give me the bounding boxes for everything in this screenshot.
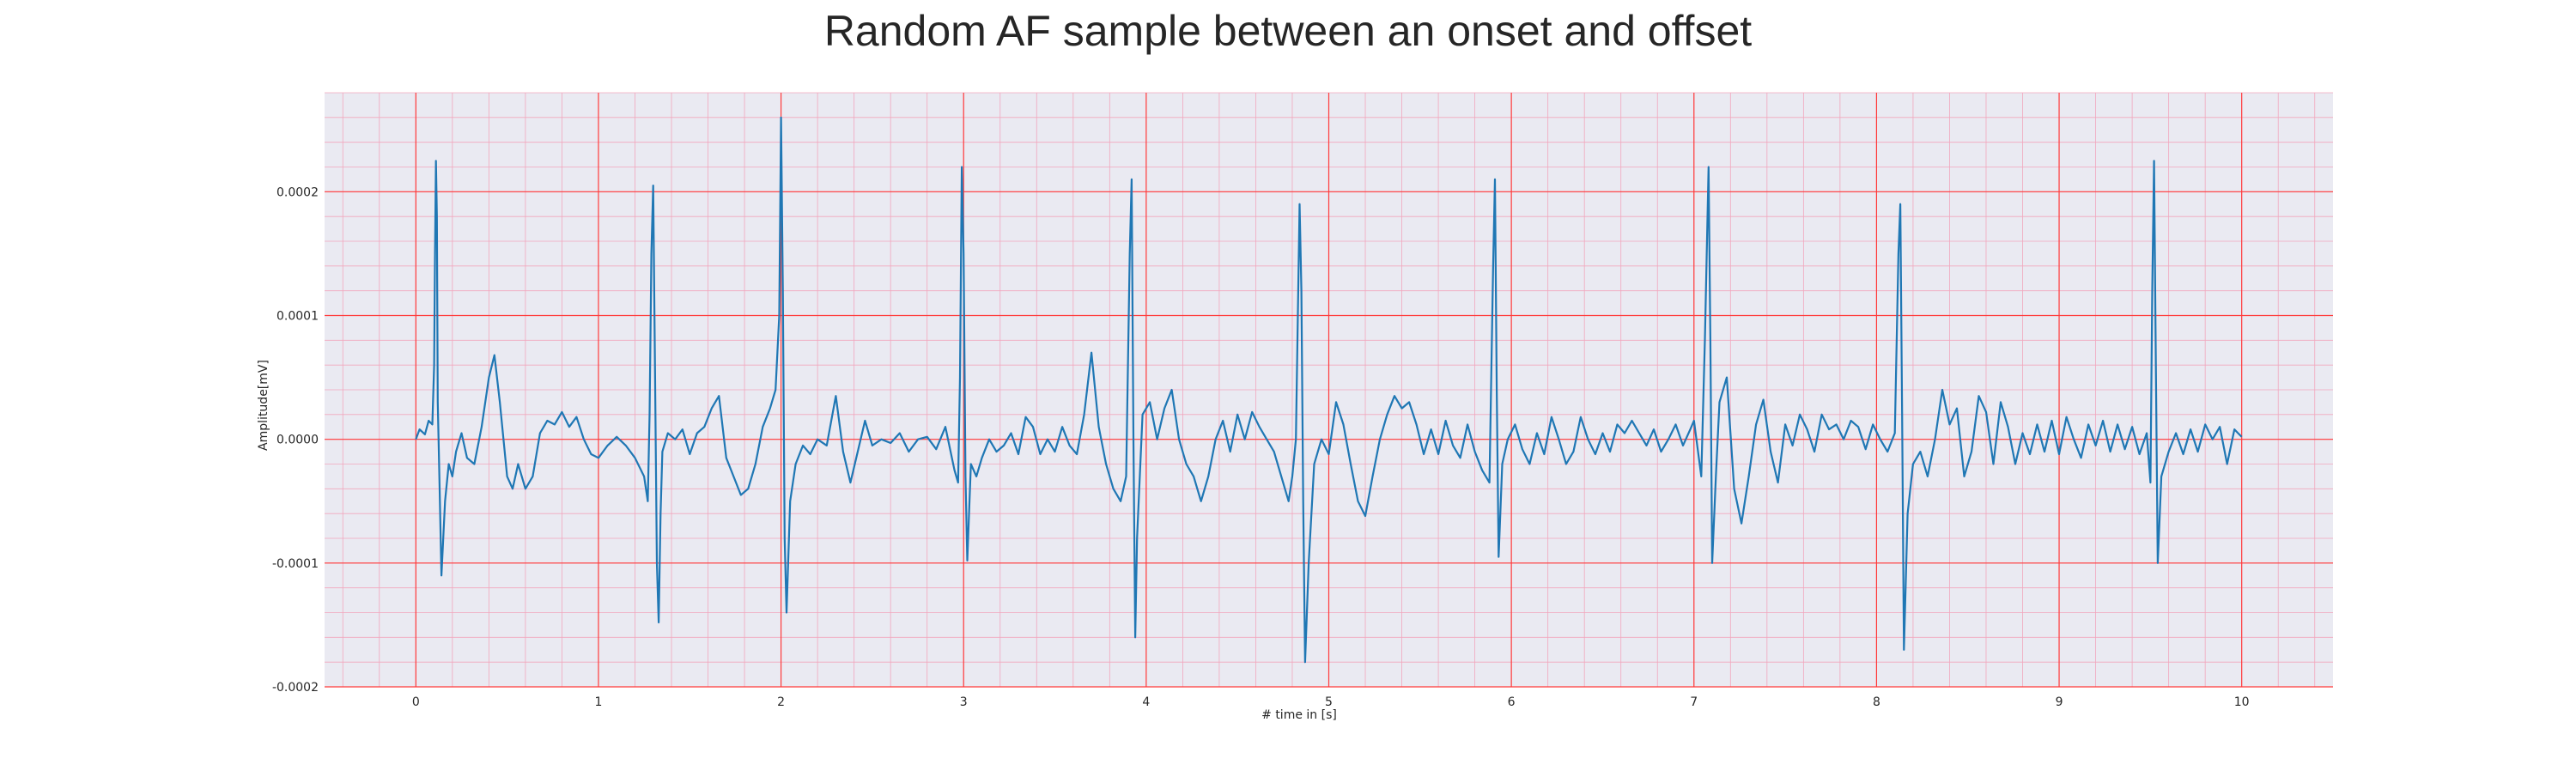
x-tick-label: 4 — [1142, 695, 1150, 709]
y-tick-label: 0.0001 — [276, 310, 319, 324]
y-tick-labels: -0.0002 -0.0001 0.0000 0.0001 0.0002 — [272, 185, 319, 695]
x-tick-label: 10 — [2234, 695, 2250, 709]
x-tick-label: 5 — [1325, 695, 1333, 709]
x-tick-label: 2 — [777, 695, 785, 709]
x-tick-label: 3 — [960, 695, 968, 709]
x-tick-labels: 0 1 2 3 4 5 6 7 8 9 10 — [412, 695, 2250, 709]
y-tick-label: -0.0001 — [272, 557, 319, 571]
x-tick-label: 7 — [1690, 695, 1698, 709]
chart-title: Random AF sample between an onset and of… — [824, 7, 1752, 55]
x-tick-label: 0 — [412, 695, 420, 709]
x-tick-label: 6 — [1508, 695, 1516, 709]
y-tick-label: -0.0002 — [272, 681, 319, 695]
y-tick-label: 0.0000 — [276, 434, 319, 447]
x-tick-label: 1 — [594, 695, 602, 709]
major-grid — [325, 93, 2333, 688]
y-tick-label: 0.0002 — [276, 185, 319, 199]
x-tick-label: 9 — [2056, 695, 2063, 709]
series-line — [415, 116, 2243, 664]
y-axis-label: Amplitude[mV] — [257, 360, 270, 451]
x-tick-label: 8 — [1873, 695, 1880, 709]
x-axis-label: # time in [s] — [1261, 708, 1337, 722]
